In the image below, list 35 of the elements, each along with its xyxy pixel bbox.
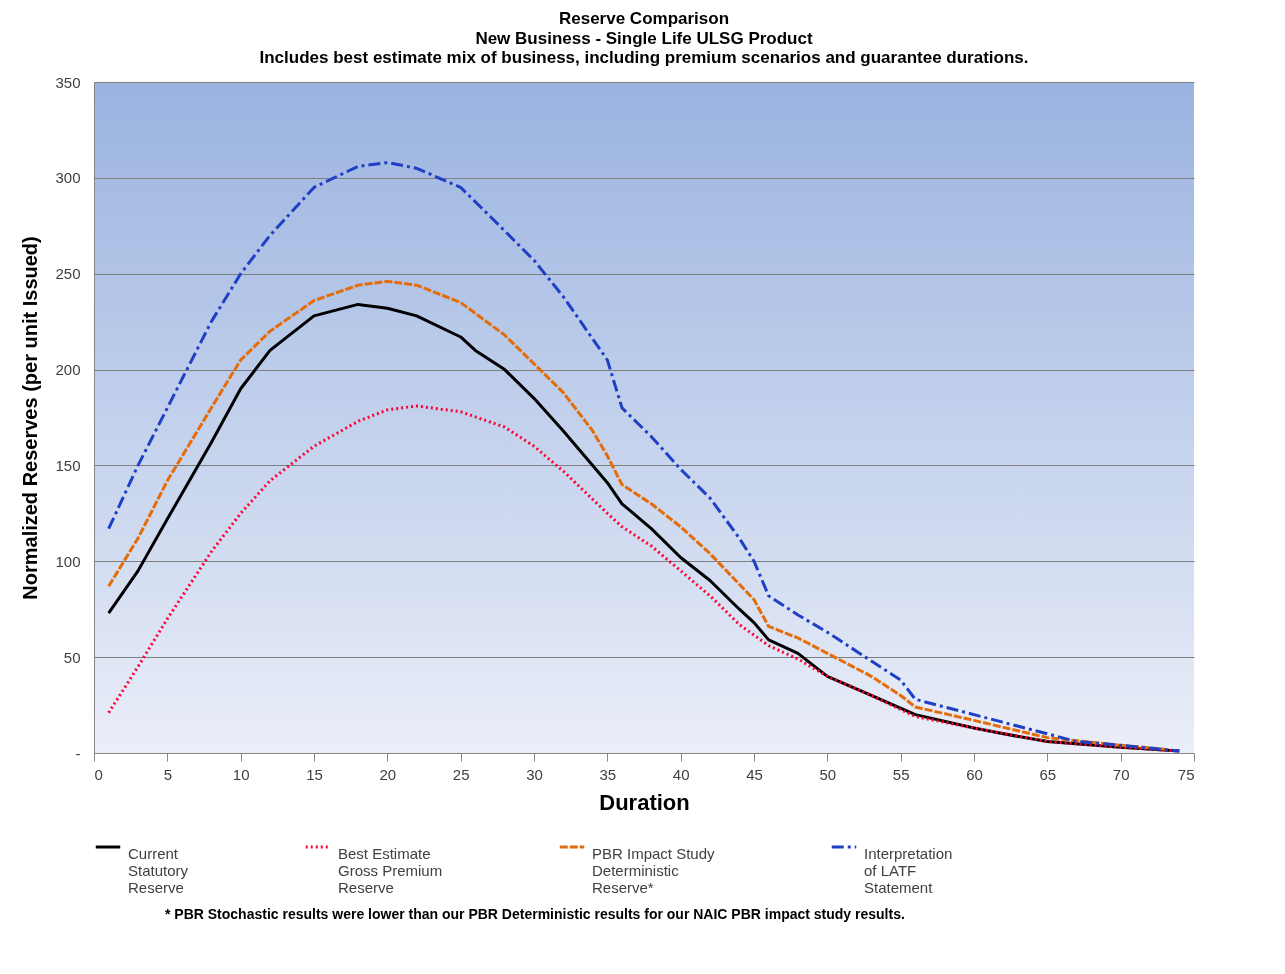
chart-title: Reserve Comparison <box>558 9 730 28</box>
y-tick-label: 100 <box>55 552 81 570</box>
x-axis-title: Duration <box>599 789 690 815</box>
x-tick-label: 45 <box>746 765 763 783</box>
legend-label: PBR Impact Study Deterministic Reserve* <box>592 845 716 896</box>
x-tick-label: 5 <box>163 765 173 783</box>
x-tick-label: 40 <box>672 765 690 783</box>
x-tick-label: 55 <box>892 765 910 783</box>
x-tick-label: 10 <box>232 765 250 783</box>
x-tick-label: 65 <box>1039 765 1057 783</box>
y-tick-label: 200 <box>55 361 81 379</box>
y-tick-label: 250 <box>55 265 81 283</box>
x-tick-label: 0 <box>94 765 103 783</box>
y-tick-label: 50 <box>63 648 81 666</box>
text: * PBR Stochastic results were lower than our PBR Deterministic results for our NAIC PBR impact study results. <box>165 906 906 922</box>
x-tick-label: 20 <box>379 765 397 783</box>
y-tick-label: 350 <box>55 73 81 91</box>
x-tick-label: 25 <box>452 765 470 783</box>
x-tick-label: 35 <box>599 765 617 783</box>
chart-subtitle: New Business - Single Life ULSG Product <box>475 29 813 48</box>
legend-label: Interpretation of LATF Statement <box>864 845 953 896</box>
text: Includes best estimate mix of business, including premium scenarios and guarantee durations. <box>259 48 1029 67</box>
x-tick-label: 50 <box>819 765 837 783</box>
legend-label: Best Estimate Gross Premium Reserve <box>338 845 443 896</box>
x-tick-label: 75 <box>1177 765 1195 783</box>
x-tick-label: 30 <box>526 765 543 783</box>
y-tick-label: 150 <box>55 456 81 474</box>
legend-label: Current Statutory Reserve <box>128 845 189 896</box>
x-tick-label: 60 <box>966 765 983 783</box>
line-series <box>107 161 1181 753</box>
y-axis-title: Normalized Reserves (per unit Issued) <box>19 236 42 600</box>
y-tick-label: 300 <box>55 169 81 187</box>
y-tick-label: - <box>75 744 81 762</box>
x-tick-label: 70 <box>1112 765 1130 783</box>
x-tick-label: 15 <box>306 765 323 783</box>
